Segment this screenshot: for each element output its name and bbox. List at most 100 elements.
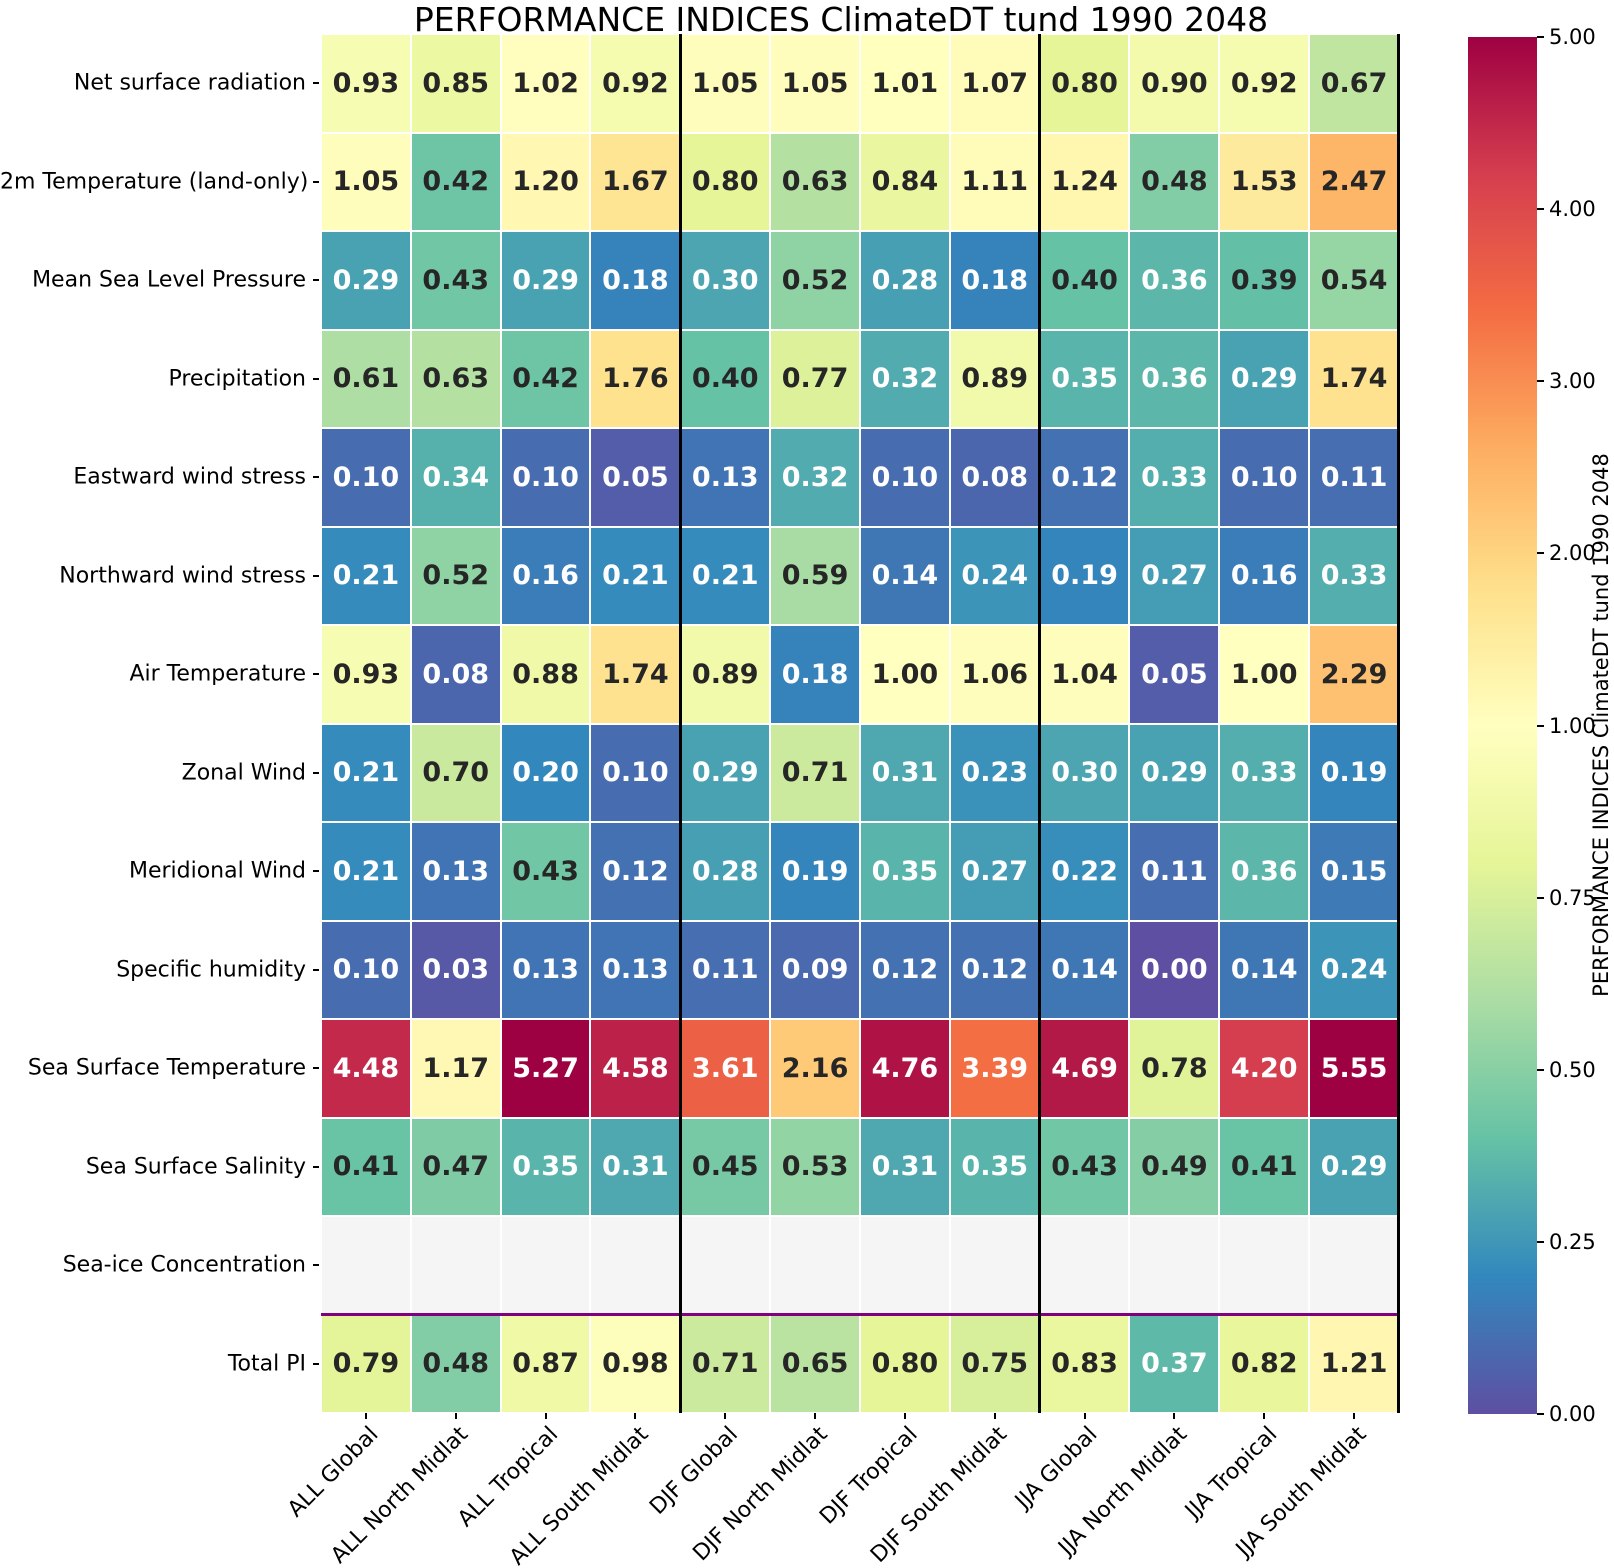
heatmap-cell: 0.65 — [771, 1315, 859, 1412]
heatmap-cell: 0.32 — [860, 330, 949, 427]
heatmap-cell: 3.61 — [681, 1020, 770, 1117]
colorbar-tick — [1537, 1068, 1544, 1071]
heatmap-cell: 0.16 — [1220, 527, 1309, 624]
heatmap-cell — [860, 1217, 949, 1314]
heatmap-cell: 0.20 — [501, 724, 590, 821]
heatmap-cell — [322, 1217, 410, 1314]
heatmap-cell: 0.89 — [681, 626, 770, 723]
y-axis-tick — [313, 870, 319, 873]
heatmap-cell: 3.39 — [950, 1020, 1039, 1117]
heatmap-cell: 0.40 — [681, 330, 770, 427]
heatmap-cell: 0.42 — [411, 133, 500, 230]
heatmap-cell: 1.05 — [681, 35, 770, 132]
x-axis-tick — [724, 1413, 727, 1419]
heatmap-cell: 0.29 — [501, 232, 590, 329]
heatmap-cell: 0.11 — [681, 921, 770, 1018]
heatmap-cell: 0.29 — [1220, 330, 1309, 427]
heatmap-cell: 0.00 — [1130, 921, 1219, 1018]
heatmap-cell: 0.18 — [591, 232, 680, 329]
y-axis-label: Zonal Wind — [181, 760, 306, 786]
heatmap-cell: 0.37 — [1130, 1315, 1219, 1412]
heatmap-cell: 0.10 — [322, 921, 410, 1018]
heatmap-cell: 0.48 — [411, 1315, 500, 1412]
heatmap-cell: 0.78 — [1130, 1020, 1219, 1117]
heatmap-cell: 1.17 — [411, 1020, 500, 1117]
heatmap-cell: 0.08 — [950, 429, 1039, 526]
heatmap-cell: 1.04 — [1040, 626, 1129, 723]
heatmap-cell: 0.80 — [860, 1315, 949, 1412]
y-axis-label: Eastward wind stress — [73, 464, 306, 490]
heatmap-cell: 2.47 — [1310, 133, 1398, 230]
heatmap-cell: 0.12 — [1040, 429, 1129, 526]
y-axis-label: Precipitation — [168, 366, 306, 392]
heatmap-cell — [681, 1217, 770, 1314]
heatmap-cell: 0.98 — [591, 1315, 680, 1412]
heatmap-cell: 0.31 — [860, 724, 949, 821]
heatmap-cell: 0.70 — [411, 724, 500, 821]
colorbar-tick — [1537, 208, 1544, 211]
heatmap-cell: 0.71 — [771, 724, 859, 821]
heatmap-cell: 1.76 — [591, 330, 680, 427]
y-axis-label: Sea Surface Temperature — [27, 1055, 306, 1081]
heatmap-cell — [950, 1217, 1039, 1314]
heatmap-cell — [771, 1217, 859, 1314]
heatmap-cell: 0.63 — [411, 330, 500, 427]
heatmap-cell: 0.13 — [591, 921, 680, 1018]
heatmap-cell: 4.20 — [1220, 1020, 1309, 1117]
heatmap-cell: 0.29 — [1310, 1118, 1398, 1215]
colorbar-tick — [1537, 896, 1544, 899]
x-axis-label: DJF Global — [645, 1422, 743, 1520]
colorbar-tick-label: 1.00 — [1549, 713, 1596, 738]
heatmap-cell: 0.22 — [1040, 823, 1129, 920]
heatmap-cell: 0.80 — [1040, 35, 1129, 132]
heatmap-cell: 0.41 — [322, 1118, 410, 1215]
x-axis-tick — [993, 1413, 996, 1419]
heatmap-cell: 0.77 — [771, 330, 859, 427]
y-axis-label: Net surface radiation — [73, 70, 306, 96]
heatmap-cell: 0.92 — [591, 35, 680, 132]
heatmap-cell: 4.48 — [322, 1020, 410, 1117]
heatmap-cell: 0.36 — [1220, 823, 1309, 920]
heatmap-cell: 0.14 — [1220, 921, 1309, 1018]
heatmap-cell: 0.21 — [681, 527, 770, 624]
colorbar-tick — [1537, 380, 1544, 383]
heatmap-cell: 0.79 — [322, 1315, 410, 1412]
season-group-separator — [678, 34, 682, 1413]
heatmap-cell: 0.89 — [950, 330, 1039, 427]
heatmap-cell: 0.32 — [771, 429, 859, 526]
heatmap-cell: 0.67 — [1310, 35, 1398, 132]
heatmap-cell: 0.48 — [1130, 133, 1219, 230]
colorbar-tick-label: 0.50 — [1549, 1057, 1596, 1082]
y-axis-tick — [313, 968, 319, 971]
heatmap-cell: 0.84 — [860, 133, 949, 230]
colorbar-tick-label: 2.00 — [1549, 541, 1596, 566]
heatmap-cell: 0.23 — [950, 724, 1039, 821]
total-row-separator — [321, 1313, 1399, 1316]
colorbar-tick-label: 5.00 — [1549, 25, 1596, 49]
heatmap-cell: 0.43 — [411, 232, 500, 329]
season-group-separator — [1038, 34, 1042, 1413]
colorbar-tick-label: 3.00 — [1549, 369, 1596, 394]
heatmap-cell: 0.54 — [1310, 232, 1398, 329]
y-axis-label: Sea-ice Concentration — [62, 1252, 306, 1278]
heatmap-cell: 0.13 — [681, 429, 770, 526]
heatmap-cell: 0.28 — [860, 232, 949, 329]
heatmap-cell: 0.18 — [950, 232, 1039, 329]
heatmap-cell: 1.20 — [501, 133, 590, 230]
heatmap-cell: 1.01 — [860, 35, 949, 132]
heatmap-cell: 0.63 — [771, 133, 859, 230]
heatmap-cell: 0.19 — [1310, 724, 1398, 821]
y-axis-tick — [313, 1264, 319, 1267]
heatmap-cell: 0.21 — [322, 527, 410, 624]
heatmap-cell: 0.30 — [1040, 724, 1129, 821]
heatmap-cell: 0.18 — [771, 626, 859, 723]
heatmap-cell: 1.00 — [860, 626, 949, 723]
heatmap-cell: 0.35 — [860, 823, 949, 920]
x-axis-label: JJA Global — [1010, 1422, 1103, 1514]
heatmap-cell: 0.47 — [411, 1118, 500, 1215]
colorbar-tick — [1537, 552, 1544, 555]
heatmap-cell: 0.35 — [501, 1118, 590, 1215]
heatmap-cell — [501, 1217, 590, 1314]
x-axis-tick — [1263, 1413, 1266, 1419]
heatmap-cell: 0.10 — [1220, 429, 1309, 526]
